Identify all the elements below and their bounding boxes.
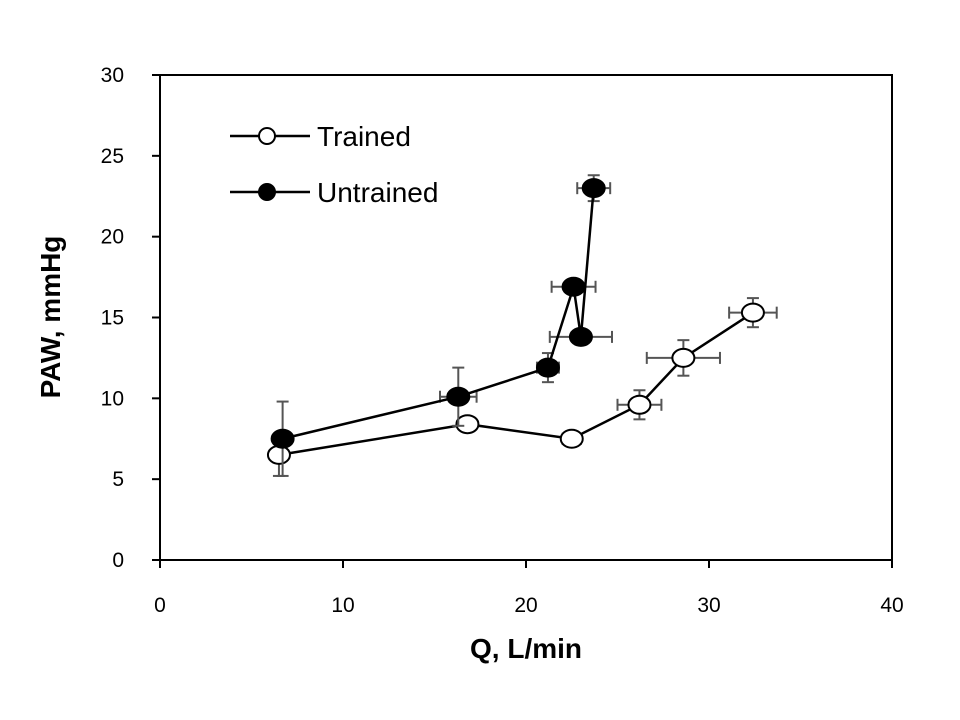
y-tick-label: 25 bbox=[101, 145, 124, 168]
data-point-untrained bbox=[581, 178, 606, 199]
legend-label-untrained: Untrained bbox=[317, 177, 438, 208]
series-line-trained bbox=[278, 311, 754, 457]
x-tick-label: 40 bbox=[880, 594, 903, 617]
x-tick-label: 30 bbox=[697, 594, 720, 617]
plot-area bbox=[159, 74, 893, 561]
y-tick-label: 0 bbox=[112, 549, 124, 572]
data-point-untrained bbox=[561, 276, 586, 297]
data-point-untrained bbox=[568, 326, 593, 347]
y-tick-label: 5 bbox=[112, 468, 124, 491]
series-line-untrained bbox=[282, 188, 595, 440]
x-axis-title: Q, L/min bbox=[470, 633, 582, 664]
data-point-trained bbox=[627, 394, 652, 415]
series-trained bbox=[266, 297, 778, 477]
series-layer bbox=[266, 174, 778, 477]
y-tick-label: 10 bbox=[101, 387, 124, 410]
legend-marker-trained bbox=[258, 127, 276, 145]
data-point-trained bbox=[266, 444, 291, 465]
y-tick-label: 15 bbox=[101, 307, 124, 330]
data-point-trained bbox=[559, 428, 584, 449]
legend-label-trained: Trained bbox=[317, 121, 411, 152]
x-tick-label: 0 bbox=[154, 594, 166, 617]
y-tick-label: 30 bbox=[101, 64, 124, 87]
y-tick-label: 20 bbox=[101, 226, 124, 249]
x-tick-label: 10 bbox=[331, 594, 354, 617]
data-point-trained bbox=[671, 347, 696, 368]
series-untrained bbox=[270, 174, 614, 477]
y-axis: 0 5 10 15 20 25 30 bbox=[101, 64, 160, 572]
data-point-trained bbox=[455, 414, 480, 435]
data-point-untrained bbox=[535, 357, 560, 378]
x-axis: 0 10 20 30 40 bbox=[154, 560, 904, 617]
data-point-untrained bbox=[270, 428, 295, 449]
data-point-untrained bbox=[446, 386, 471, 407]
legend: Trained Untrained bbox=[230, 121, 438, 208]
data-point-trained bbox=[740, 302, 765, 323]
legend-marker-untrained bbox=[258, 183, 276, 201]
x-tick-label: 20 bbox=[514, 594, 537, 617]
y-axis-title: PAW, mmHg bbox=[35, 236, 66, 399]
